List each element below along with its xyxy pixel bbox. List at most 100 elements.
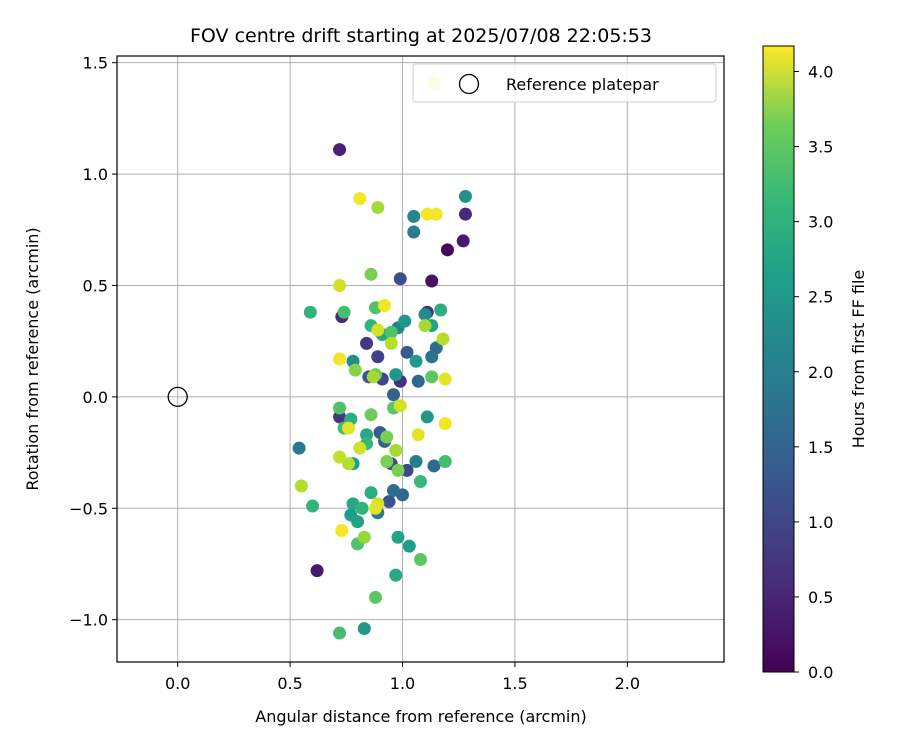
y-tick-label: −1.0 bbox=[69, 611, 108, 630]
x-tick-label: 0.0 bbox=[165, 674, 190, 693]
y-tick-label: 1.5 bbox=[83, 54, 108, 73]
data-point bbox=[303, 305, 317, 319]
data-point bbox=[360, 428, 374, 442]
chart-title: FOV centre drift starting at 2025/07/08 … bbox=[190, 25, 652, 47]
data-point bbox=[400, 345, 414, 359]
x-axis-ticks: 0.0 0.5 1.0 1.5 2.0 bbox=[165, 662, 640, 693]
data-point bbox=[414, 553, 427, 567]
data-point bbox=[436, 332, 450, 346]
data-point bbox=[407, 209, 421, 223]
data-point bbox=[387, 388, 401, 402]
data-point bbox=[351, 515, 365, 529]
data-point bbox=[333, 450, 347, 464]
colorbar-tick-label: 2.0 bbox=[808, 363, 833, 382]
data-point bbox=[398, 314, 412, 328]
data-point bbox=[357, 530, 371, 544]
data-point bbox=[364, 267, 378, 281]
data-point bbox=[333, 352, 347, 366]
data-point bbox=[348, 363, 362, 377]
data-point bbox=[438, 417, 452, 431]
x-tick-label: 0.5 bbox=[277, 674, 302, 693]
y-tick-label: 1.0 bbox=[83, 165, 108, 184]
grid-lines bbox=[117, 56, 724, 662]
data-point bbox=[387, 483, 401, 497]
data-point bbox=[458, 189, 472, 203]
data-point bbox=[429, 207, 443, 221]
data-point bbox=[389, 368, 403, 382]
colorbar-tick-label: 4.0 bbox=[808, 63, 833, 82]
colorbar-tick-label: 1.5 bbox=[808, 438, 833, 457]
legend-box bbox=[412, 63, 717, 103]
data-point bbox=[371, 201, 385, 214]
data-point bbox=[342, 457, 356, 471]
data-point bbox=[400, 463, 414, 477]
colorbar-tick-label: 0.5 bbox=[808, 588, 833, 607]
data-point bbox=[418, 319, 432, 333]
data-point bbox=[409, 454, 423, 468]
data-point bbox=[371, 323, 385, 337]
data-point bbox=[391, 530, 405, 544]
data-point bbox=[427, 459, 441, 473]
colorbar-label: Hours from first FF file bbox=[849, 270, 868, 449]
data-point bbox=[425, 370, 439, 384]
data-point bbox=[438, 372, 452, 386]
data-point bbox=[389, 443, 403, 457]
data-point bbox=[440, 243, 454, 257]
y-axis-ticks: −1.0 −0.5 0.0 0.5 1.0 1.5 bbox=[69, 54, 117, 630]
data-point bbox=[333, 626, 347, 640]
data-point bbox=[369, 590, 383, 604]
data-point bbox=[342, 421, 356, 435]
y-tick-label: −0.5 bbox=[69, 499, 108, 518]
data-point bbox=[357, 622, 371, 636]
data-point bbox=[391, 463, 405, 477]
colorbar-tick-label: 1.0 bbox=[808, 513, 833, 532]
y-tick-label: 0.5 bbox=[83, 276, 108, 295]
colorbar-tick-label: 0.0 bbox=[808, 663, 833, 682]
data-point bbox=[369, 501, 383, 515]
reference-platepar-marker bbox=[167, 386, 188, 408]
data-point bbox=[411, 374, 425, 388]
colorbar-gradient bbox=[762, 45, 795, 673]
legend-reference-marker bbox=[458, 73, 480, 95]
x-tick-label: 2.0 bbox=[615, 674, 640, 693]
data-point bbox=[364, 486, 378, 500]
data-point bbox=[425, 350, 439, 364]
data-point bbox=[380, 430, 394, 444]
data-point bbox=[333, 401, 347, 415]
data-point bbox=[333, 143, 347, 157]
data-point bbox=[333, 410, 347, 424]
data-point bbox=[409, 354, 423, 368]
data-point bbox=[384, 325, 398, 339]
colorbar-tick-label: 3.0 bbox=[808, 213, 833, 232]
data-point bbox=[371, 350, 385, 364]
data-point bbox=[418, 307, 432, 321]
data-point bbox=[425, 274, 439, 288]
data-point bbox=[407, 225, 421, 239]
x-tick-label: 1.5 bbox=[502, 674, 527, 693]
data-point bbox=[434, 303, 448, 317]
data-point bbox=[382, 495, 396, 509]
data-point bbox=[366, 370, 380, 384]
data-point bbox=[380, 454, 394, 468]
data-point bbox=[292, 441, 306, 455]
y-axis-label: Rotation from reference (arcmin) bbox=[23, 227, 42, 490]
data-point bbox=[310, 564, 324, 578]
data-point bbox=[420, 207, 434, 221]
data-point bbox=[458, 207, 472, 221]
data-point bbox=[355, 501, 369, 515]
data-point bbox=[389, 568, 403, 582]
data-point bbox=[393, 399, 407, 413]
data-point bbox=[393, 272, 407, 286]
data-point bbox=[411, 428, 425, 442]
data-point bbox=[306, 499, 320, 513]
data-point bbox=[294, 479, 308, 493]
x-tick-label: 1.0 bbox=[390, 674, 415, 693]
data-point bbox=[353, 192, 367, 206]
data-point bbox=[360, 336, 374, 350]
colorbar-tick-label: 3.5 bbox=[808, 138, 833, 157]
data-point bbox=[337, 305, 351, 319]
y-tick-label: 0.0 bbox=[83, 388, 108, 407]
data-point bbox=[402, 539, 416, 553]
data-point bbox=[456, 234, 470, 248]
